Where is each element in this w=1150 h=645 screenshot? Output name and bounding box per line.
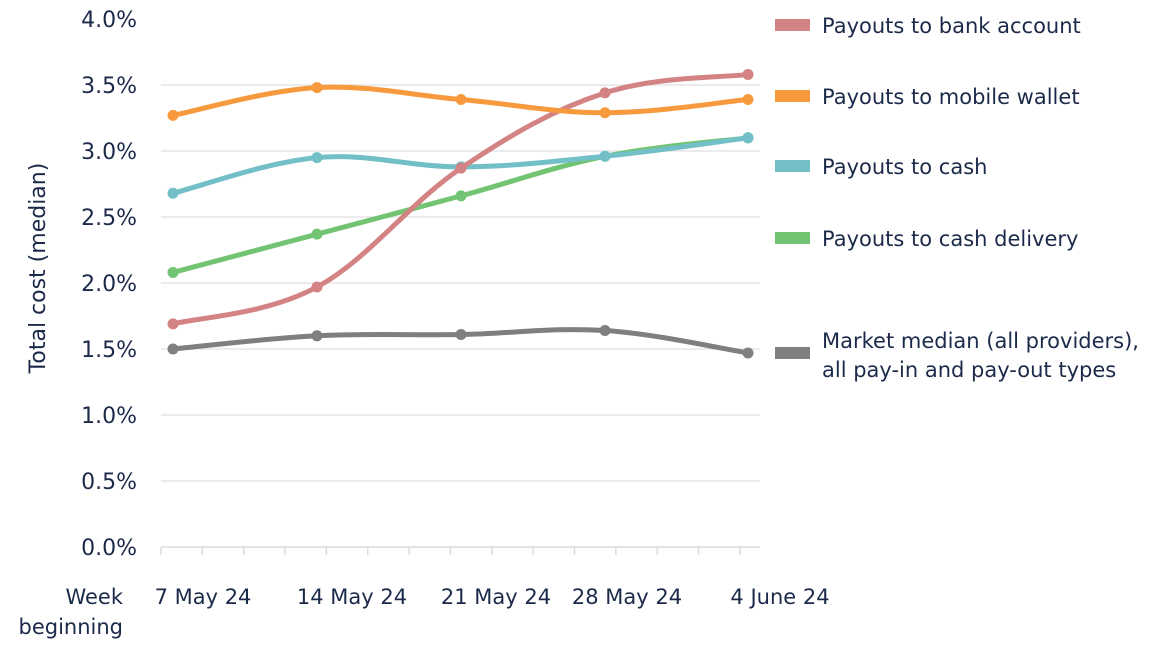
data-point	[167, 343, 179, 355]
data-point	[455, 328, 467, 340]
series-0	[167, 68, 754, 330]
y-tick-label: 2.0%	[81, 272, 137, 297]
y-tick-label: 1.5%	[81, 338, 137, 363]
series-lines	[167, 68, 754, 359]
series-3	[167, 132, 754, 278]
legend-item: Payouts to bank account	[775, 14, 1081, 38]
series-1	[167, 82, 754, 121]
data-point	[311, 330, 323, 342]
legend-label: Payouts to cash	[822, 155, 987, 179]
data-point	[599, 107, 611, 119]
legend-swatch	[775, 90, 810, 102]
data-point	[455, 162, 467, 174]
legend-item: Payouts to cash	[775, 155, 987, 179]
data-point	[455, 190, 467, 202]
y-tick-label: 2.5%	[81, 206, 137, 231]
legend-item: Market median (all providers), all pay-in…	[775, 329, 1139, 382]
legend-label: Payouts to cash delivery	[822, 227, 1078, 251]
series-line	[170, 135, 751, 275]
x-axis-label-line1: Week	[65, 585, 123, 609]
y-tick-label: 3.5%	[81, 74, 137, 99]
data-point	[311, 228, 323, 240]
y-tick-label: 0.0%	[81, 536, 137, 561]
data-point	[167, 266, 179, 278]
y-axis-label: Total cost (median)	[26, 163, 51, 375]
data-point	[311, 281, 323, 293]
y-tick-label: 3.0%	[81, 140, 137, 165]
x-tick-label: 28 May 24	[572, 585, 682, 609]
y-tick-label: 0.5%	[81, 470, 137, 495]
legend-item: Payouts to cash delivery	[775, 227, 1078, 251]
data-point	[311, 82, 323, 94]
legend-item: Payouts to mobile wallet	[775, 85, 1080, 109]
legend-label: Market median (all providers),	[822, 329, 1139, 353]
x-tick-label: 14 May 24	[297, 585, 407, 609]
data-point	[311, 152, 323, 164]
data-point	[167, 109, 179, 121]
y-tick-label: 1.0%	[81, 404, 137, 429]
x-tick-label: 4 June 24	[730, 585, 829, 609]
data-point	[599, 150, 611, 162]
legend: Payouts to bank account Payouts to mobile…	[775, 14, 1139, 382]
legend-swatch	[775, 19, 810, 31]
gridlines	[161, 84, 760, 482]
data-point	[167, 318, 179, 330]
y-axis-ticks: 0.0% 0.5% 1.0% 1.5% 2.0% 2.5% 3.0% 3.5% 4.0%	[81, 8, 137, 561]
legend-label: Payouts to mobile wallet	[822, 85, 1080, 109]
y-tick-label: 4.0%	[81, 8, 137, 33]
series-4	[167, 325, 754, 359]
data-point	[599, 87, 611, 99]
data-point	[742, 132, 754, 144]
data-point	[455, 94, 467, 106]
legend-label: Payouts to bank account	[822, 14, 1081, 38]
legend-label: all pay-in and pay-out types	[822, 358, 1116, 382]
legend-swatch	[775, 232, 810, 244]
x-tick-label: 7 May 24	[155, 585, 252, 609]
data-point	[742, 68, 754, 80]
data-point	[742, 94, 754, 106]
x-axis-label-line2: beginning	[18, 615, 123, 639]
x-axis: 7 May 24 14 May 24 21 May 24 28 May 24 4 Jun…	[155, 546, 830, 609]
data-point	[167, 187, 179, 199]
legend-swatch	[775, 160, 810, 172]
data-point	[742, 347, 754, 359]
x-tick-label: 21 May 24	[441, 585, 551, 609]
legend-swatch	[775, 347, 810, 359]
data-point	[599, 325, 611, 337]
